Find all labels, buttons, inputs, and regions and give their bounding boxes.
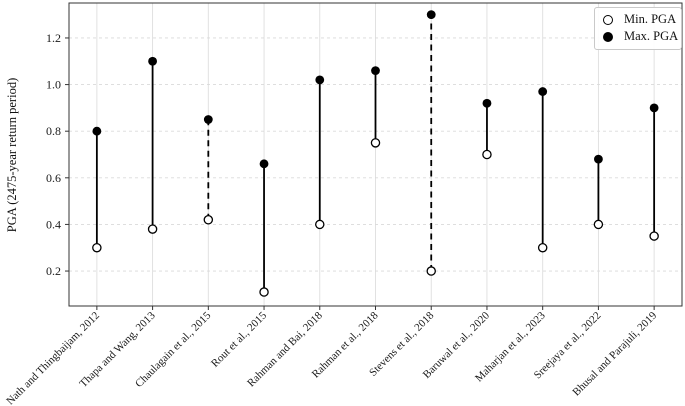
y-tick-label: 0.8 — [46, 124, 61, 138]
x-category-label: Rout et al., 2015 — [209, 309, 269, 369]
max-pga-marker — [594, 154, 603, 164]
max-pga-marker — [148, 56, 157, 66]
min-pga-marker — [649, 231, 659, 241]
legend: Min. PGA Max. PGA — [594, 7, 682, 50]
y-tick-label: 1.0 — [46, 78, 61, 92]
max-pga-marker — [315, 75, 325, 85]
max-pga-marker — [203, 115, 213, 124]
axes-layer: 0.2 0.4 0.6 0.8 1.0 1.2 Nath and Thingbaijam, … — [4, 2, 683, 406]
min-pga-marker — [482, 149, 492, 160]
min-pga-marker — [426, 266, 436, 276]
min-pga-marker — [370, 138, 381, 148]
open-circle-icon — [603, 14, 613, 25]
max-pga-marker — [538, 87, 548, 96]
x-category-label: Nath and Thingbaijam, 2012 — [4, 310, 102, 406]
y-tick-label: 0.4 — [46, 217, 61, 231]
grid-layer — [69, 3, 682, 306]
min-pga-marker — [203, 215, 214, 225]
max-pga-marker — [649, 103, 659, 113]
filled-circle-icon — [603, 31, 613, 42]
min-pga-marker — [259, 287, 269, 297]
markers-layer — [92, 10, 659, 297]
legend-item-min-pga: Min. PGA — [595, 11, 681, 28]
min-pga-marker — [593, 219, 604, 230]
min-pga-marker — [92, 242, 102, 253]
max-pga-marker — [426, 10, 436, 20]
y-tick-label: 0.6 — [46, 171, 61, 185]
max-pga-marker — [92, 126, 102, 136]
min-pga-marker — [315, 219, 325, 230]
stems-layer — [95, 14, 656, 293]
max-pga-marker — [371, 66, 380, 75]
legend-item-max-pga: Max. PGA — [595, 28, 681, 45]
min-pga-marker — [147, 224, 158, 234]
y-tick-label: 0.2 — [46, 264, 61, 278]
y-tick-label: 1.2 — [46, 31, 61, 45]
legend-label-max-pga: Max. PGA — [624, 29, 679, 43]
y-axis-label: PGA (2475-year return period) — [5, 78, 19, 232]
max-pga-marker — [482, 98, 492, 108]
max-pga-marker — [259, 159, 269, 169]
legend-label-min-pga: Min. PGA — [624, 12, 677, 26]
min-pga-marker — [537, 242, 548, 253]
